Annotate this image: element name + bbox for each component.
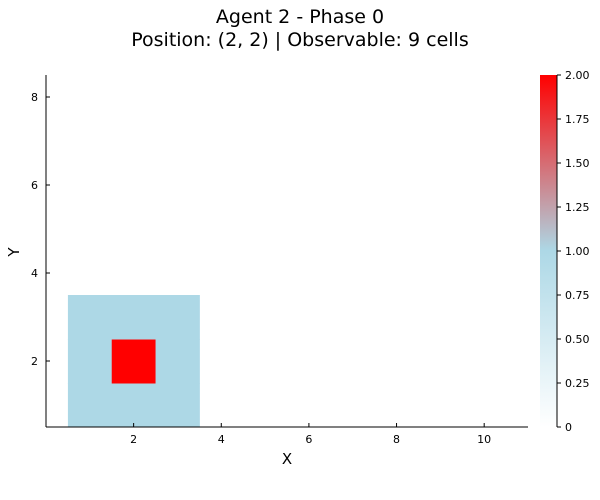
x-axis-label: X	[282, 450, 292, 468]
y-axis-label: Y	[5, 247, 23, 258]
x-tick-label: 10	[477, 433, 491, 446]
colorbar-tick-label: 1.00	[565, 245, 590, 258]
heatmap-cell	[111, 295, 157, 340]
heatmap-cell	[155, 383, 200, 428]
x-tick-label: 8	[393, 433, 400, 446]
heatmap-cell	[67, 383, 113, 428]
chart-title: Agent 2 - Phase 0	[215, 6, 385, 28]
x-tick-label: 2	[130, 433, 137, 446]
colorbar-tick-label: 2.00	[565, 69, 590, 82]
ticks-layer: 2 4 6 8 10 2 4 6 8	[31, 91, 491, 446]
heatmap-cell	[111, 339, 157, 384]
heatmap-cell	[155, 295, 200, 340]
axes-layer	[45, 75, 528, 428]
colorbar-tick-label: 1.25	[565, 201, 590, 214]
colorbar-tick-label: 0.25	[565, 377, 590, 390]
x-tick-label: 6	[305, 433, 312, 446]
y-tick-label: 4	[31, 267, 38, 280]
colorbar-tick-label: 0	[565, 421, 572, 434]
heatmap-cell	[67, 339, 113, 384]
heatmap-cell	[111, 383, 157, 428]
colorbar-tick-label: 0.75	[565, 289, 590, 302]
cells-layer	[67, 295, 200, 428]
colorbar-tick-label: 0.50	[565, 333, 590, 346]
colorbar-tick-label: 1.75	[565, 113, 590, 126]
y-tick-label: 2	[31, 355, 38, 368]
x-tick-label: 4	[218, 433, 225, 446]
chart-subtitle: Position: (2, 2) | Observable: 9 cells	[131, 29, 469, 51]
heatmap-cell	[67, 295, 113, 340]
y-tick-label: 8	[31, 91, 38, 104]
colorbar	[540, 75, 557, 427]
y-tick-label: 6	[31, 179, 38, 192]
colorbar-ticks: 0 0.25 0.50 0.75 1.00 1.25 1.50 1.75 2.00	[557, 69, 590, 434]
heatmap-cell	[155, 339, 200, 384]
colorbar-tick-label: 1.50	[565, 157, 590, 170]
